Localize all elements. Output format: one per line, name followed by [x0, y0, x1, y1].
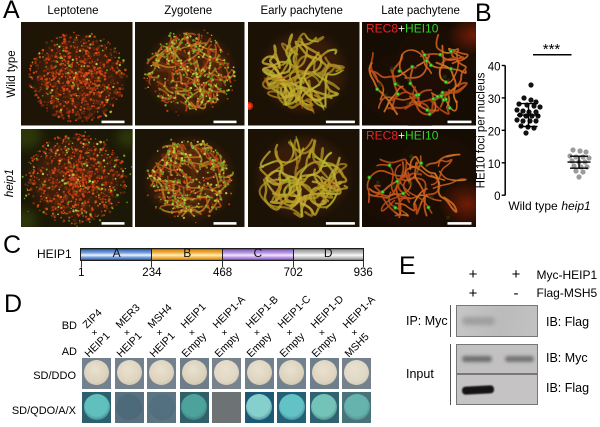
svg-text:0: 0 — [494, 191, 500, 203]
svg-text:REC8+HEI10: REC8+HEI10 — [366, 129, 439, 142]
svg-text:heip1: heip1 — [561, 199, 590, 213]
svg-text:REC8+HEI10: REC8+HEI10 — [366, 22, 439, 35]
svg-text:***: *** — [543, 41, 561, 58]
svg-text:20: 20 — [488, 126, 501, 138]
svg-text:HEI10 foci per nucleus: HEI10 foci per nucleus — [476, 72, 488, 188]
svg-text:Wild type: Wild type — [508, 199, 558, 213]
svg-text:30: 30 — [488, 94, 501, 106]
svg-text:10: 10 — [488, 159, 501, 171]
svg-text:40: 40 — [488, 62, 501, 74]
